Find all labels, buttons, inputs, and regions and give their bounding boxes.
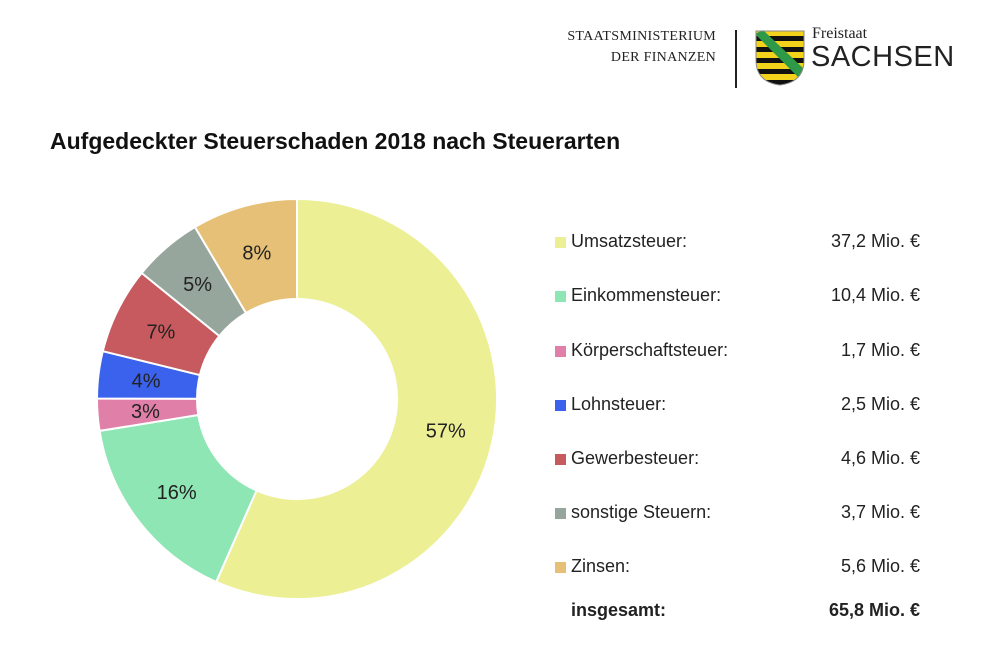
chart-title: Aufgedeckter Steuerschaden 2018 nach Ste… bbox=[50, 128, 621, 154]
legend-label: Körperschaftsteuer: bbox=[571, 340, 729, 360]
legend-label: Lohnsteuer: bbox=[571, 394, 667, 414]
legend-item: sonstige Steuern: 3,7 Mio. € bbox=[555, 502, 920, 526]
legend-value: 2,5 Mio. € bbox=[840, 394, 920, 414]
legend-item: Gewerbesteuer: 4,6 Mio. € bbox=[555, 448, 920, 472]
total-label: insgesamt: bbox=[571, 600, 667, 620]
legend-swatch bbox=[555, 237, 566, 248]
slice-percent-label: 3% bbox=[131, 401, 160, 423]
legend-label: Gewerbesteuer: bbox=[571, 448, 700, 468]
legend-item: Zinsen: 5,6 Mio. € bbox=[555, 556, 920, 580]
slice-percent-label: 7% bbox=[146, 321, 175, 343]
slice-percent-label: 16% bbox=[157, 482, 197, 504]
donut-slice bbox=[193, 197, 298, 315]
legend-item: Körperschaftsteuer: 1,7 Mio. € bbox=[555, 340, 920, 364]
donut-slice bbox=[214, 197, 498, 600]
legend-label: Zinsen: bbox=[571, 556, 631, 576]
ministry-name-line2: DER FINANZEN bbox=[610, 50, 716, 65]
slice-percent-label: 8% bbox=[242, 242, 271, 264]
legend-item: Einkommensteuer: 10,4 Mio. € bbox=[555, 285, 920, 309]
legend-label: sonstige Steuern: bbox=[571, 502, 712, 522]
total-value: 65,8 Mio. € bbox=[828, 600, 920, 620]
ministry-name-line1: STAATSMINISTERIUM bbox=[567, 29, 716, 44]
legend-item: Umsatzsteuer: 37,2 Mio. € bbox=[555, 231, 920, 255]
legend-swatch bbox=[555, 346, 566, 357]
donut-slice bbox=[98, 413, 258, 584]
legend-value: 3,7 Mio. € bbox=[840, 502, 920, 522]
legend-swatch bbox=[555, 562, 566, 573]
legend-value: 5,6 Mio. € bbox=[840, 556, 920, 576]
legend-value: 4,6 Mio. € bbox=[840, 448, 920, 468]
legend-label: Einkommensteuer: bbox=[571, 285, 722, 305]
legend-swatch bbox=[555, 508, 566, 519]
logo-sachsen: SACHSEN bbox=[811, 41, 955, 73]
logo-freistaat: Freistaat bbox=[812, 25, 868, 42]
legend-item: Lohnsteuer: 2,5 Mio. € bbox=[555, 394, 920, 418]
logo-divider bbox=[735, 30, 737, 88]
legend-swatch bbox=[555, 291, 566, 302]
legend-label: Umsatzsteuer: bbox=[571, 231, 688, 251]
slice-percent-label: 4% bbox=[132, 371, 161, 393]
legend-swatch bbox=[555, 400, 566, 411]
legend-value: 1,7 Mio. € bbox=[840, 340, 920, 360]
slice-percent-label: 5% bbox=[183, 274, 212, 296]
legend-total: insgesamt: 65,8 Mio. € bbox=[555, 600, 920, 624]
legend-value: 10,4 Mio. € bbox=[830, 285, 920, 305]
legend-swatch bbox=[555, 454, 566, 465]
saxony-crest-icon bbox=[755, 30, 805, 86]
legend-value: 37,2 Mio. € bbox=[830, 231, 920, 251]
slice-percent-label: 57% bbox=[426, 420, 466, 442]
